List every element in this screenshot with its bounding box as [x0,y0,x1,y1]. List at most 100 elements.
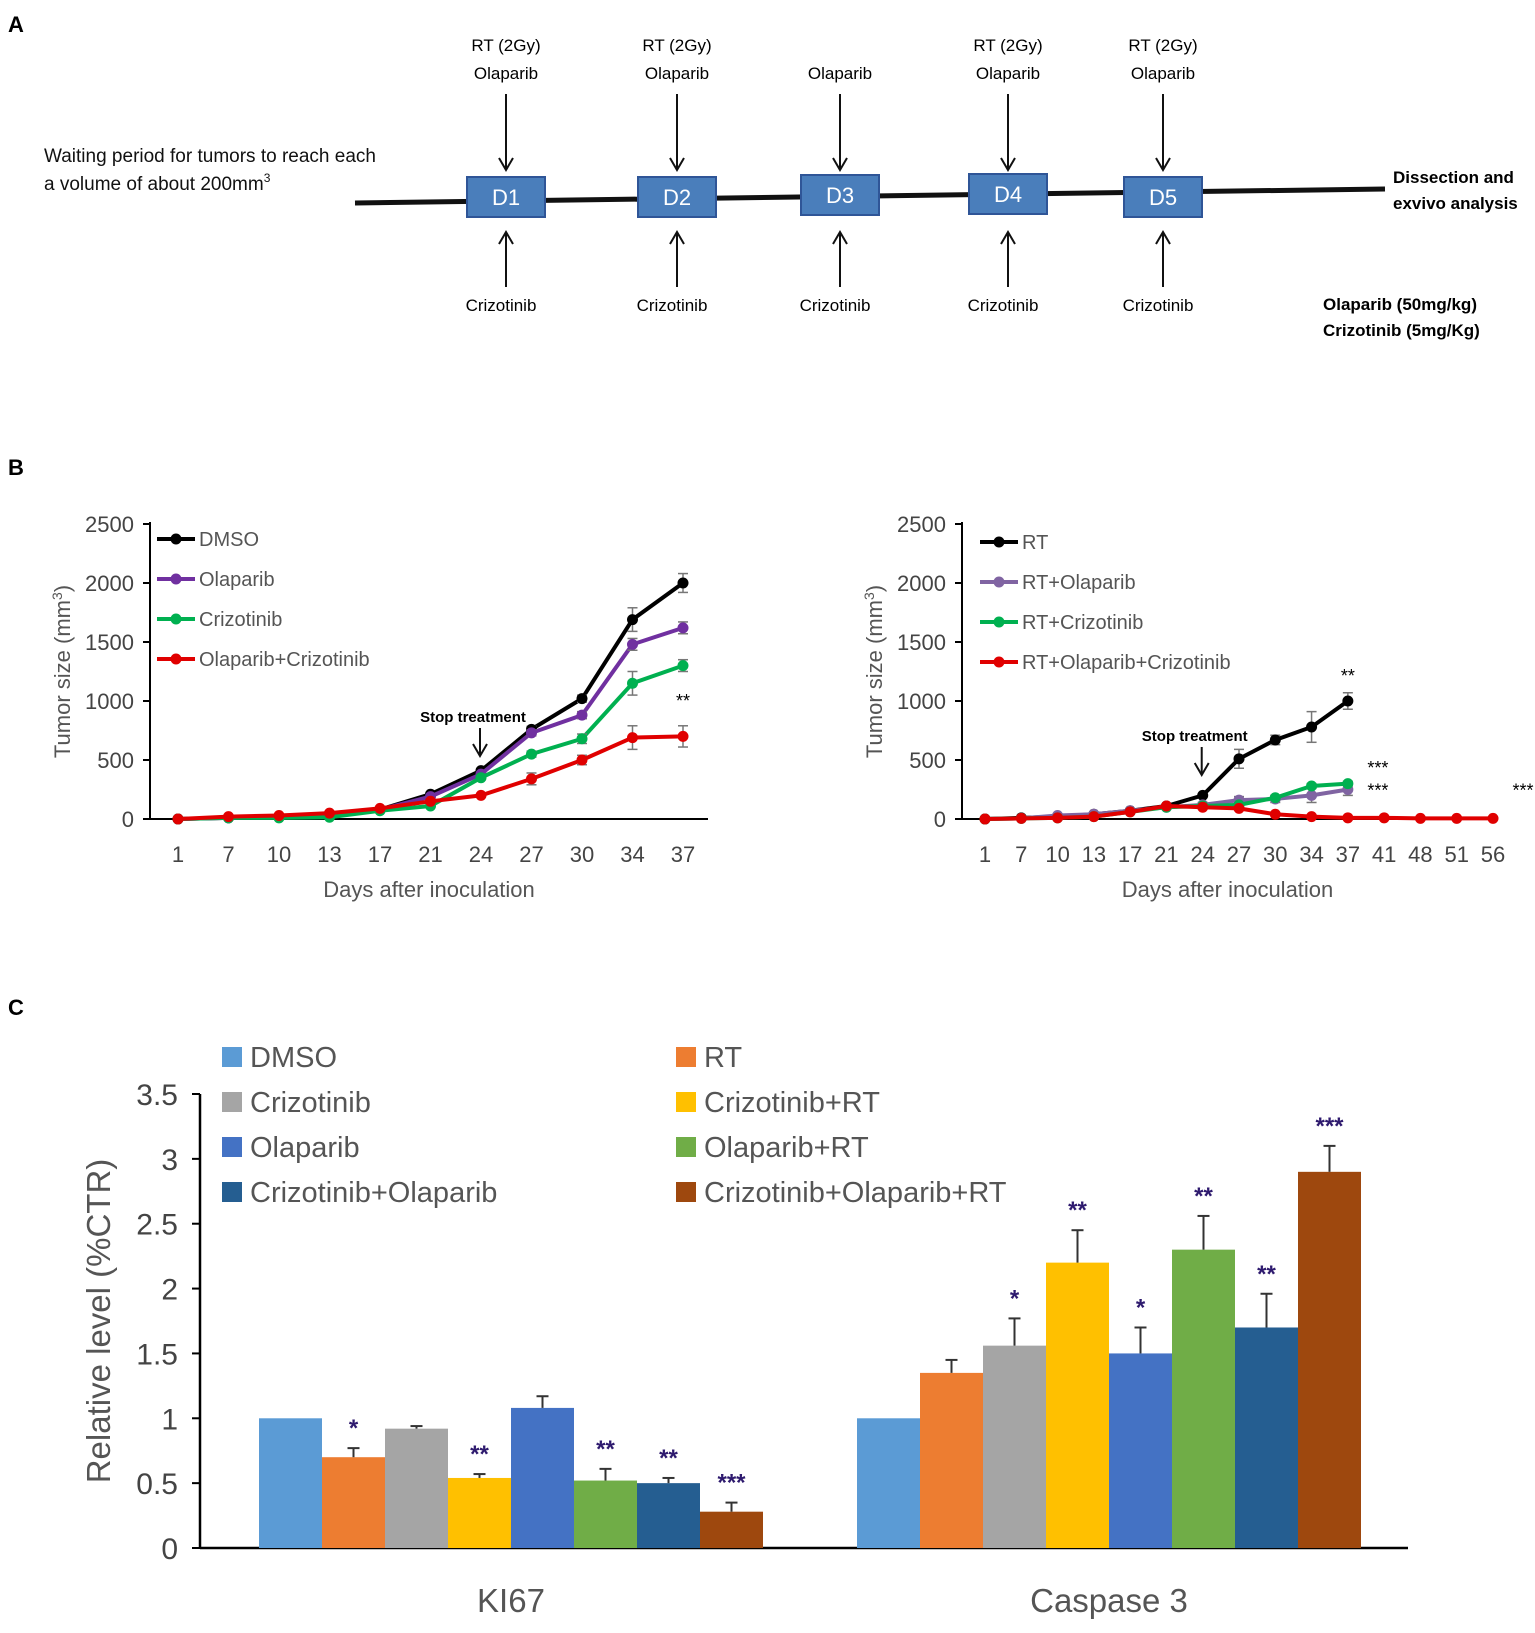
data-point [475,789,487,801]
stop-treatment-label: Stop treatment [1142,728,1248,745]
bar [259,1418,322,1548]
bar [857,1418,920,1548]
x-tick-label: 34 [1299,842,1323,867]
timeline-olaparib-label: Olaparib [474,64,538,83]
bar [1046,1262,1109,1548]
y-tick-label: 1500 [897,630,946,655]
legend-marker [993,536,1005,548]
x-tick-label: 56 [1481,842,1505,867]
y-tick-label: 0.5 [136,1468,178,1501]
x-tick-label: 37 [671,842,695,867]
bar [920,1372,983,1548]
timeline-arrow-down-head [669,157,685,172]
timeline-arrow-up-head [498,230,514,245]
y-tick-label: 3 [161,1144,178,1177]
x-tick-label: 27 [519,842,543,867]
x-tick-label: 41 [1372,842,1396,867]
timeline-crizotinib-label: Crizotinib [968,296,1039,315]
significance-mark: ** [1257,1261,1276,1288]
data-point [475,772,487,784]
legend-label: Crizotinib [199,609,282,631]
timeline-day-label: D4 [994,182,1022,207]
timeline-day-label: D5 [1149,185,1177,210]
y-tick-label: 1000 [897,689,946,714]
data-point [1197,789,1209,801]
data-point [1160,800,1172,812]
timeline-arrow-up-head [1000,230,1016,245]
waiting-text-line1: Waiting period for tumors to reach each [44,146,376,167]
legend-swatch [676,1092,696,1112]
x-tick-label: 13 [317,842,341,867]
bar [448,1477,511,1548]
timeline-arrow-down-head [1000,157,1016,172]
x-tick-label: 51 [1444,842,1468,867]
data-point [576,709,588,721]
legend-marker [993,616,1005,628]
bar [637,1483,700,1548]
bar [1235,1327,1298,1548]
x-tick-label: 10 [1045,842,1069,867]
x-tick-label: 10 [267,842,291,867]
y-tick-label: 2.5 [136,1209,178,1242]
y-tick-label: 1.5 [136,1338,178,1371]
waiting-text-line2: a volume of about 200mm3 [44,171,271,195]
data-point [1451,812,1463,824]
x-axis-title: Days after inoculation [1122,877,1334,902]
y-tick-label: 1 [161,1403,178,1436]
legend-label: Olaparib+RT [704,1132,869,1164]
y-tick-label: 2500 [85,512,134,537]
significance-mark: *** [1315,1113,1344,1140]
timeline-rt-label: RT (2Gy) [471,36,540,55]
y-tick-label: 1500 [85,630,134,655]
significance-mark: ** [596,1436,615,1463]
y-tick-label: 0 [934,807,946,832]
data-point [627,732,638,744]
dose-olaparib: Olaparib (50mg/kg) [1323,295,1477,314]
x-tick-label: 7 [1015,842,1027,867]
timeline-day-box [466,176,546,218]
y-axis-title: Relative level (%CTR) [80,1159,117,1484]
dose-crizotinib: Crizotinib (5mg/Kg) [1323,321,1480,340]
legend-swatch [222,1092,242,1112]
data-point [627,638,638,650]
bar [1172,1249,1235,1548]
legend-swatch [222,1182,242,1202]
y-tick-label: 500 [97,748,134,773]
timeline-day-box [637,176,717,218]
significance-mark: *** [717,1470,746,1497]
legend-label: DMSO [199,529,259,551]
data-point [1233,753,1245,765]
significance-mark: * [1010,1285,1020,1312]
x-axis-title: Days after inoculation [323,877,535,902]
data-point [1124,806,1136,818]
legend-label: Olaparib+Crizotinib [199,649,370,671]
significance-mark: ** [1341,666,1355,686]
y-tick-label: 2500 [897,512,946,537]
x-tick-label: 24 [469,842,493,867]
timeline-day-label: D1 [492,185,520,210]
data-point [627,677,638,689]
legend-label: RT [704,1042,742,1074]
legend-label: RT+Olaparib [1022,572,1136,594]
timeline-day-box [968,173,1048,215]
timeline-arrow-up-head [1155,230,1171,245]
data-point [425,795,436,807]
timeline-day-label: D2 [663,185,691,210]
data-point [374,802,386,814]
end-text-line2: exvivo analysis [1393,194,1518,213]
x-tick-label: 7 [222,842,234,867]
bar [511,1407,574,1548]
data-point [526,773,537,785]
stop-treatment-arrow-head [1193,762,1210,777]
timeline-rt-label: RT (2Gy) [1128,36,1197,55]
timeline-crizotinib-label: Crizotinib [637,296,708,315]
timeline-days: RT (2Gy) Olaparib D1 Crizotinib RT (2Gy) Olap… [466,36,1203,315]
data-point [1306,780,1318,792]
y-axis-title: Tumor size (mm3) [49,585,75,758]
data-point [1306,789,1318,801]
legend-label: Crizotinib+Olaparib+RT [704,1177,1007,1209]
bar [1109,1353,1172,1548]
y-tick-label: 0 [122,807,134,832]
timeline-day-box [800,174,880,216]
legend-label: RT [1022,532,1048,554]
